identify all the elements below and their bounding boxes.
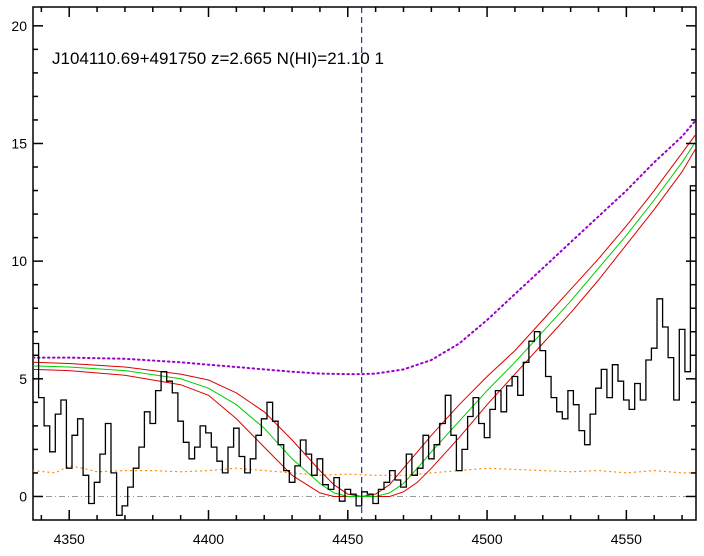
model-upper-bound-line — [33, 133, 696, 498]
y-tick-label: 20 — [11, 18, 27, 34]
x-tick-label: 4350 — [54, 531, 85, 547]
continuum-dotted-line — [33, 119, 696, 376]
y-tick-label: 10 — [11, 253, 27, 269]
model-profile-line — [33, 140, 696, 497]
model-lower-bound-line — [33, 147, 696, 497]
x-tick-label: 4500 — [471, 531, 502, 547]
plot-area — [32, 6, 697, 521]
error-dotted-line — [33, 465, 696, 476]
chart-title: J104110.69+491750 z=2.665 N(HI)=21.10 1 — [52, 49, 384, 68]
x-tick-label: 4450 — [332, 531, 363, 547]
y-tick-label: 15 — [11, 135, 27, 151]
x-tick-label: 4550 — [611, 531, 642, 547]
flux-histogram — [33, 185, 696, 516]
y-tick-label: 5 — [19, 371, 27, 387]
y-tick-label: 0 — [19, 488, 27, 504]
x-tick-label: 4400 — [193, 531, 224, 547]
